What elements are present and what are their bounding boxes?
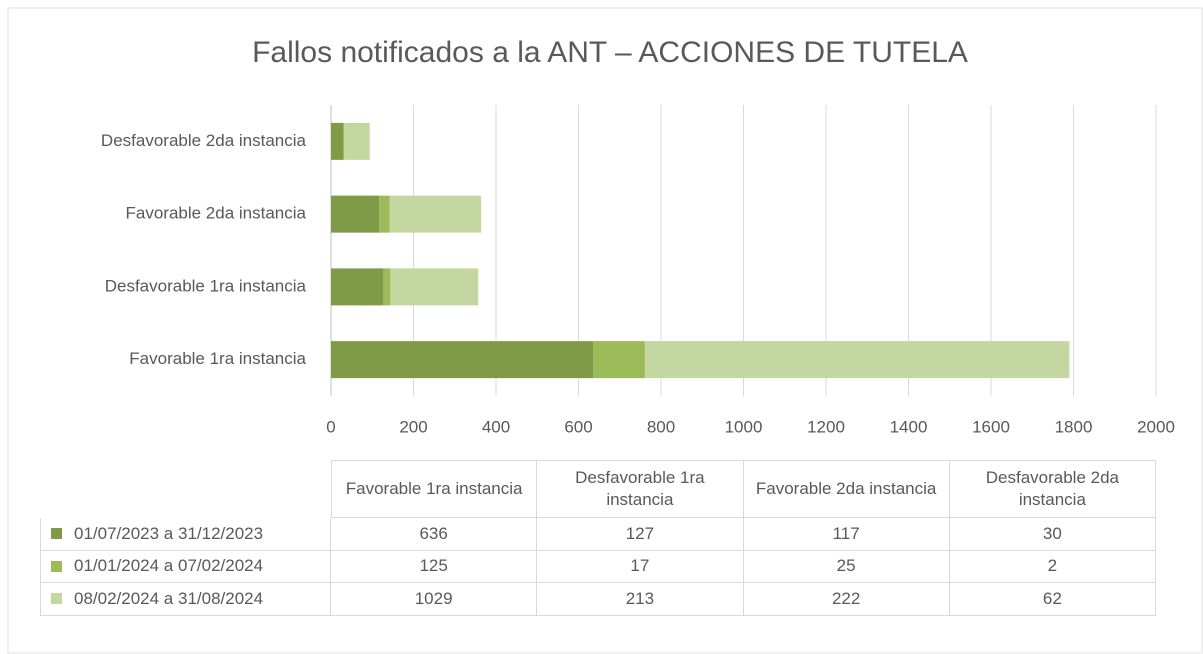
bar-segment <box>390 268 479 306</box>
legend-label: 01/01/2024 a 07/02/2024 <box>74 556 264 576</box>
x-tick-label: 1800 <box>1055 417 1093 436</box>
bar-segment <box>644 341 1070 379</box>
x-tick-label: 400 <box>482 417 510 436</box>
table-cell: 25 <box>743 550 950 583</box>
table-header: Desfavorable 2da instancia <box>949 460 1156 518</box>
bar-segment <box>331 341 594 379</box>
bar-segment <box>343 122 345 160</box>
x-tick-label: 800 <box>647 417 675 436</box>
x-tick-label: 600 <box>564 417 592 436</box>
x-tick-label: 2000 <box>1137 417 1175 436</box>
bar-segment <box>593 341 645 379</box>
y-tick-label: Desfavorable 2da instancia <box>101 131 307 150</box>
table-cell: 117 <box>743 518 950 551</box>
legend-label: 08/02/2024 a 31/08/2024 <box>74 588 264 608</box>
bar-segment <box>331 268 384 306</box>
table-cell: 1029 <box>331 583 538 616</box>
table-cell: 17 <box>537 550 744 583</box>
table-cell: 213 <box>537 583 744 616</box>
table-cell: 2 <box>949 550 1156 583</box>
table-legend: 01/07/2023 a 31/12/2023 <box>40 518 331 551</box>
table-cell: 62 <box>949 583 1156 616</box>
x-tick-label: 1400 <box>890 417 928 436</box>
bar-segment <box>331 122 344 160</box>
y-tick-label: Favorable 1ra instancia <box>129 349 306 368</box>
table-cell: 30 <box>949 518 1156 551</box>
x-tick-label: 1200 <box>807 417 845 436</box>
table-header: Favorable 2da instancia <box>743 460 950 518</box>
x-tick-label: 1000 <box>725 417 763 436</box>
table-header: Favorable 1ra instancia <box>331 460 538 518</box>
table-legend: 01/01/2024 a 07/02/2024 <box>40 550 331 583</box>
table-cell: 222 <box>743 583 950 616</box>
bar-segment <box>344 122 370 160</box>
bar-segment <box>379 195 390 233</box>
x-tick-label: 0 <box>326 417 335 436</box>
legend-label: 01/07/2023 a 31/12/2023 <box>74 523 264 543</box>
chart-frame <box>7 7 1203 654</box>
chart-title: Fallos notificados a la ANT – ACCIONES D… <box>252 36 968 69</box>
table-cell: 636 <box>331 518 538 551</box>
table-header: Desfavorable 1ra instancia <box>537 460 744 518</box>
legend-swatch <box>51 528 62 540</box>
bar-segment <box>331 195 380 233</box>
legend-swatch <box>51 560 62 572</box>
x-tick-label: 1600 <box>972 417 1010 436</box>
bar-segment <box>383 268 391 306</box>
table-cell: 127 <box>537 518 744 551</box>
y-tick-label: Desfavorable 1ra instancia <box>105 276 307 295</box>
table-cell: 125 <box>331 550 538 583</box>
x-tick-label: 200 <box>399 417 427 436</box>
table-legend: 08/02/2024 a 31/08/2024 <box>40 583 331 616</box>
legend-swatch <box>51 593 62 605</box>
bar-segment <box>389 195 482 233</box>
y-tick-label: Favorable 2da instancia <box>125 204 306 223</box>
